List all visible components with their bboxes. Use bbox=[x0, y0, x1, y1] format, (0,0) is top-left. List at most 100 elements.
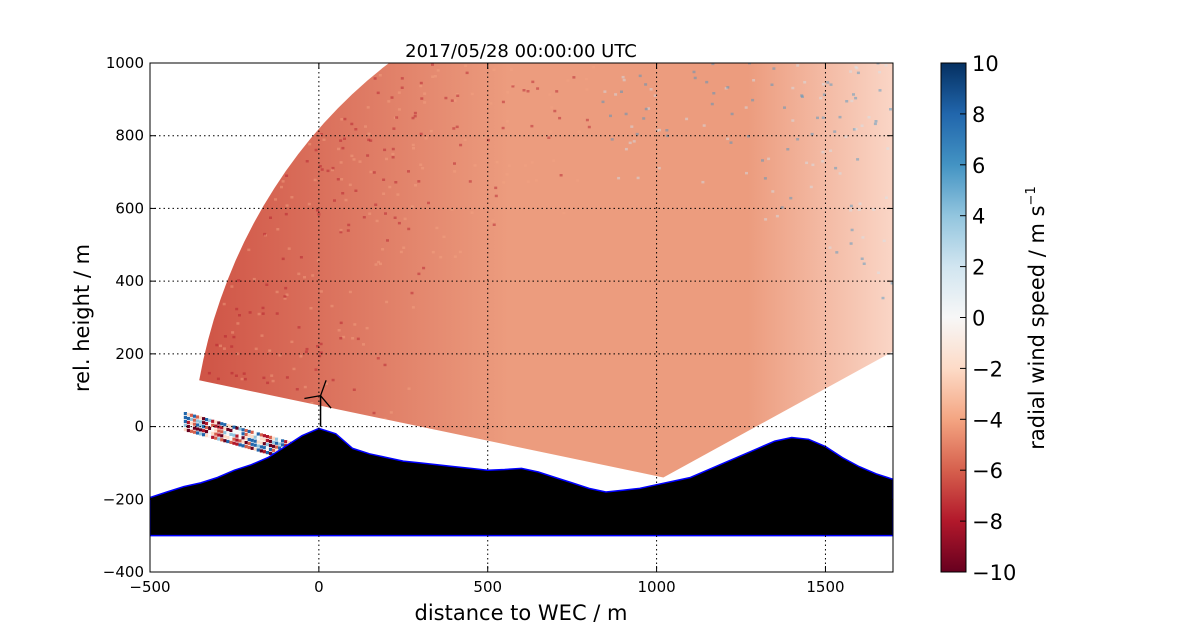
noise-speck bbox=[536, 87, 540, 90]
beam-pixel bbox=[271, 436, 276, 440]
beam-pixel bbox=[211, 435, 215, 439]
noise-speck bbox=[465, 71, 469, 75]
noise-speck bbox=[453, 99, 457, 102]
noise-speck bbox=[364, 125, 367, 128]
noise-speck bbox=[925, 56, 928, 59]
noise-speck bbox=[694, 3, 697, 6]
noise-speck bbox=[367, 138, 371, 142]
noise-speck bbox=[383, 148, 387, 152]
noise-speck bbox=[374, 263, 378, 266]
noise-speck bbox=[895, 207, 898, 210]
noise-speck bbox=[314, 148, 318, 152]
noise-speck bbox=[835, 22, 838, 25]
noise-speck bbox=[826, 81, 830, 84]
noise-speck bbox=[584, 77, 588, 81]
noise-speck bbox=[990, 176, 993, 179]
beam-pixel bbox=[223, 431, 227, 435]
noise-speck bbox=[297, 272, 301, 276]
noise-speck bbox=[849, 204, 853, 208]
noise-speck bbox=[354, 128, 358, 131]
noise-speck bbox=[710, 102, 714, 106]
noise-speck bbox=[592, 65, 596, 69]
noise-speck bbox=[791, 86, 795, 90]
noise-speck bbox=[805, 161, 809, 165]
noise-speck bbox=[396, 193, 400, 196]
noise-speck bbox=[636, 176, 640, 180]
noise-speck bbox=[236, 322, 240, 325]
noise-speck bbox=[489, 102, 493, 105]
noise-speck bbox=[911, 189, 914, 192]
noise-speck bbox=[366, 106, 370, 109]
noise-speck bbox=[889, 108, 892, 111]
noise-speck bbox=[932, 109, 935, 112]
noise-speck bbox=[223, 335, 227, 338]
noise-speck bbox=[464, 64, 468, 67]
noise-speck bbox=[511, 85, 515, 88]
beam-pixel bbox=[202, 429, 206, 433]
noise-speck bbox=[388, 185, 392, 189]
noise-speck bbox=[411, 143, 415, 147]
noise-speck bbox=[257, 312, 261, 316]
noise-speck bbox=[319, 133, 323, 136]
beam-pixel bbox=[275, 449, 279, 453]
noise-speck bbox=[685, 117, 689, 121]
noise-speck bbox=[572, 7, 575, 10]
colorbar: −10 −8 −6 −4 −2 0 2 4 6 8 10 radial wind speed / m… bbox=[940, 52, 1049, 585]
noise-speck bbox=[877, 271, 881, 274]
noise-speck bbox=[711, 63, 715, 66]
noise-speck bbox=[642, 117, 646, 120]
noise-speck bbox=[705, 80, 709, 84]
beam-pixel bbox=[189, 429, 194, 433]
noise-speck bbox=[900, 206, 903, 209]
noise-speck bbox=[252, 277, 256, 281]
noise-speck bbox=[295, 388, 299, 391]
noise-speck bbox=[283, 297, 287, 300]
noise-speck bbox=[521, 3, 524, 6]
noise-speck bbox=[858, 202, 862, 205]
noise-speck bbox=[375, 219, 379, 223]
noise-speck bbox=[821, 83, 825, 86]
y-tick-label: −400 bbox=[103, 563, 144, 581]
noise-speck bbox=[856, 158, 860, 161]
beam-pixel bbox=[262, 446, 266, 450]
beam-pixel bbox=[284, 440, 288, 444]
noise-speck bbox=[692, 70, 696, 74]
noise-speck bbox=[1019, 149, 1022, 152]
beam-pixel bbox=[268, 451, 273, 455]
noise-speck bbox=[423, 101, 427, 104]
colorbar-label-text: radial wind speed / m s bbox=[1025, 205, 1049, 449]
noise-speck bbox=[411, 306, 415, 309]
noise-speck bbox=[470, 211, 474, 214]
noise-speck bbox=[333, 199, 336, 202]
noise-speck bbox=[444, 96, 448, 100]
beam-pixel bbox=[223, 427, 227, 431]
noise-speck bbox=[692, 57, 695, 60]
beam-pixel bbox=[199, 420, 203, 424]
noise-speck bbox=[1072, 224, 1075, 227]
beam-pixel bbox=[192, 414, 197, 418]
noise-speck bbox=[882, 239, 886, 243]
beam-pixel bbox=[265, 439, 269, 443]
noise-speck bbox=[585, 88, 589, 91]
beam-pixel bbox=[232, 433, 236, 437]
noise-speck bbox=[546, 30, 549, 32]
noise-speck bbox=[393, 216, 397, 219]
noise-speck bbox=[775, 214, 779, 218]
noise-speck bbox=[881, 296, 885, 300]
noise-speck bbox=[979, 301, 982, 304]
noise-speck bbox=[269, 216, 272, 219]
beam-pixel bbox=[238, 439, 242, 443]
noise-speck bbox=[384, 212, 387, 215]
noise-speck bbox=[424, 137, 428, 140]
noise-speck bbox=[352, 388, 356, 391]
noise-speck bbox=[275, 290, 279, 294]
noise-speck bbox=[774, 43, 777, 46]
noise-speck bbox=[1040, 192, 1043, 195]
noise-speck bbox=[435, 226, 439, 230]
beam-pixel bbox=[241, 432, 245, 436]
noise-speck bbox=[365, 326, 369, 330]
beam-pixel bbox=[183, 428, 187, 432]
noise-speck bbox=[863, 32, 866, 34]
noise-speck bbox=[999, 225, 1002, 228]
beam-pixel bbox=[275, 445, 279, 449]
